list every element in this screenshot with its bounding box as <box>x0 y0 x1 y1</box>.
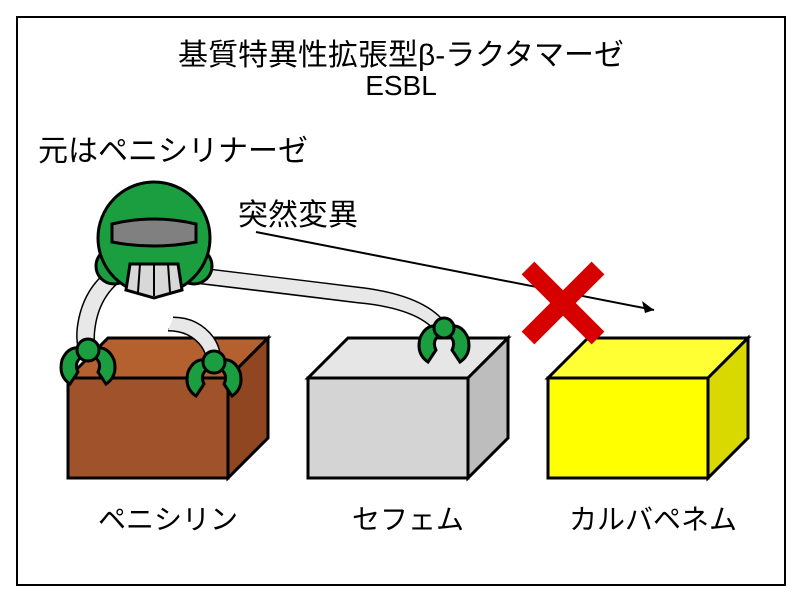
slide-frame: 基質特異性拡張型β-ラクタマーゼ ESBL 元はペニシリナーゼ 突然変異 <box>16 16 786 586</box>
label-carbapenem: カルバペネム <box>538 498 768 538</box>
label-cephem: セフェム <box>308 498 508 538</box>
box-cephem <box>308 338 508 478</box>
label-penicillin: ペニシリン <box>58 498 278 538</box>
cross-icon <box>528 268 598 338</box>
box-carbapenem <box>548 338 748 478</box>
